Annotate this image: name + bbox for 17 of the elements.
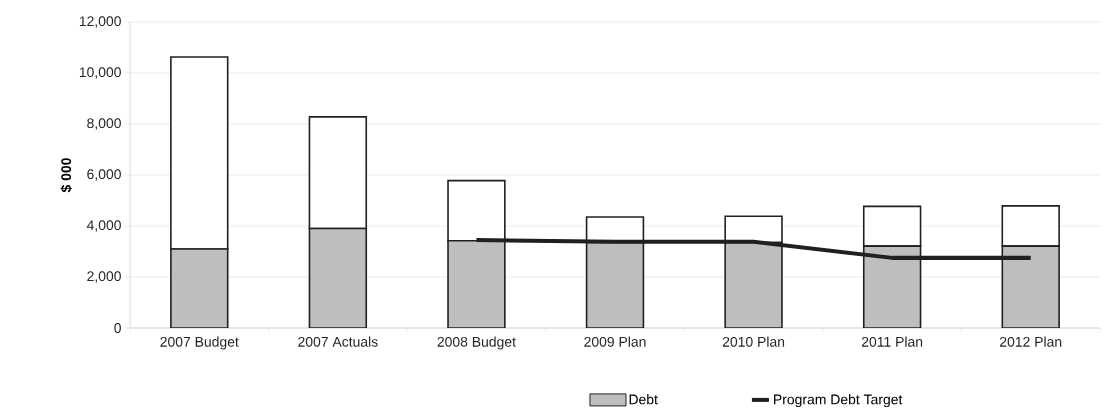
y-tick-label: 4,000	[86, 220, 121, 232]
x-tick-label: 2008 Budget	[437, 336, 516, 350]
y-tick-label: 8,000	[87, 118, 121, 130]
x-tick-label: 2007 Budget	[160, 336, 239, 350]
y-tick-label: 0	[114, 323, 121, 333]
x-tick-label: 2009 Plan	[584, 336, 646, 347]
legend-label: Program Debt Target	[774, 394, 903, 408]
x-tick-label: 2010 Plan	[722, 336, 785, 347]
x-tick-label: 2012 Plan	[1000, 336, 1062, 347]
x-tick-label: 2007 Actuals	[298, 336, 378, 347]
y-tick-label: 12,000	[79, 16, 121, 28]
x-tick-label: 2011 Plan	[861, 336, 923, 347]
y-tick-label: 10,000	[79, 67, 121, 79]
y-tick-label: 2,000	[87, 271, 121, 283]
y-axis-title: $ 000	[60, 158, 72, 193]
y-tick-label: 6,000	[87, 169, 121, 181]
legend-label: Debt	[629, 394, 658, 405]
